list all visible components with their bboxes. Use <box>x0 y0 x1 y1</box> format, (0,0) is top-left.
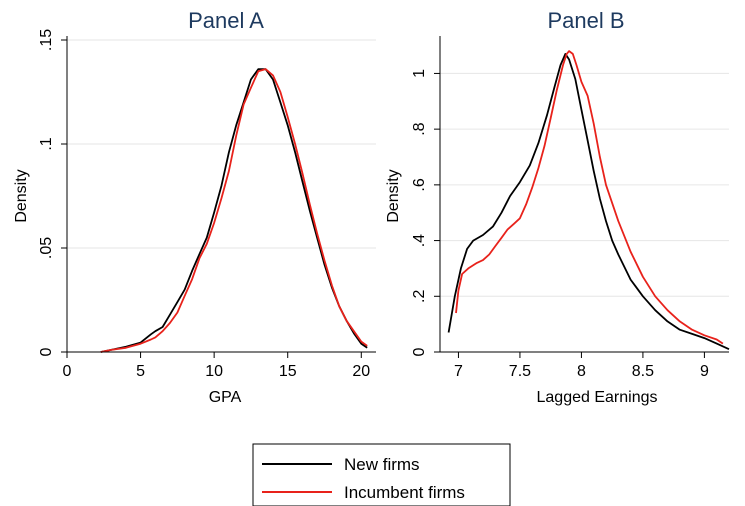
legend-box <box>252 443 511 506</box>
panel-a-x-axis-title: GPA <box>209 389 242 406</box>
panel-b-x-tick-label: 7 <box>454 363 463 380</box>
panel-a-x-tick-label: 10 <box>205 363 223 380</box>
panel-b-y-tick-label: 0 <box>411 347 428 356</box>
legend: New firms Incumbent firms <box>252 443 511 506</box>
panel-a-y-axis-title: Density <box>13 169 30 222</box>
panel-b: Panel B 7 7.5 8 8.5 9 0 .2 .4 .6 .8 1 Lagged Earni… <box>385 8 730 406</box>
panel-b-y-tick-label: .4 <box>411 234 428 247</box>
panel-a-y-tick-label: .15 <box>38 29 55 51</box>
panel-b-y-tick-label: 1 <box>411 69 428 78</box>
panel-b-x-tick-label: 7.5 <box>509 363 531 380</box>
panel-a: Panel A 0 5 10 15 20 0 .05 .1 .15 GPA Density <box>13 8 376 406</box>
panel-a-series-new-firms <box>100 68 368 353</box>
panel-b-y-tick-label: .6 <box>411 178 428 191</box>
panel-b-series-new-firms <box>447 53 730 351</box>
panel-b-y-tick-label: .2 <box>411 290 428 303</box>
panel-b-series-incumbent-firms <box>455 50 724 345</box>
panel-b-x-tick-label: 8.5 <box>632 363 654 380</box>
panel-b-y-axis-title: Density <box>385 169 402 222</box>
panel-a-x-tick-label: 5 <box>136 363 145 380</box>
panel-a-y-tick-label: .1 <box>38 137 55 150</box>
panel-a-x-tick-label: 20 <box>352 363 370 380</box>
panel-a-x-tick-label: 15 <box>279 363 297 380</box>
panel-a-series-incumbent-firms <box>100 68 368 353</box>
panel-b-title: Panel B <box>547 8 624 33</box>
panel-a-x-tick-label: 0 <box>63 363 72 380</box>
panel-b-x-axis-title: Lagged Earnings <box>537 389 658 406</box>
panel-b-x-tick-label: 8 <box>577 363 586 380</box>
panel-a-y-tick-label: 0 <box>38 347 55 356</box>
panel-b-x-tick-label: 9 <box>700 363 709 380</box>
panel-a-y-tick-label: .05 <box>38 237 55 259</box>
legend-label-incumbent-firms: Incumbent firms <box>344 483 465 502</box>
legend-label-new-firms: New firms <box>344 455 420 474</box>
panel-a-title: Panel A <box>188 8 264 33</box>
panel-b-y-tick-label: .8 <box>411 122 428 135</box>
